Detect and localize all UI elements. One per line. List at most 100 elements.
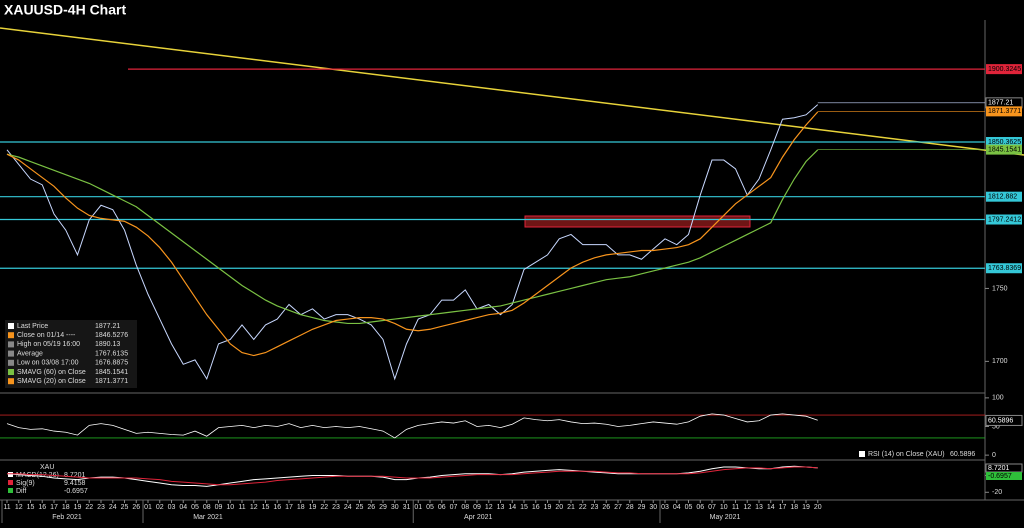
x-tick-label: 05 xyxy=(426,504,434,511)
y-tick-label: 50 xyxy=(992,423,1000,430)
x-tick-label: 06 xyxy=(696,504,704,511)
x-tick-label: 09 xyxy=(473,504,481,511)
legend-swatch xyxy=(8,488,13,493)
x-tick-label: 11 xyxy=(238,504,245,511)
x-tick-label: 05 xyxy=(191,504,199,511)
x-tick-label: 20 xyxy=(814,504,822,511)
legend-swatch xyxy=(8,369,14,375)
x-tick-label: 22 xyxy=(85,504,93,511)
legend-swatch xyxy=(859,451,865,457)
x-tick-label: 26 xyxy=(602,504,610,511)
month-label: May 2021 xyxy=(710,514,741,521)
x-tick-label: 02 xyxy=(156,504,164,511)
y-tick-label: -20 xyxy=(992,489,1002,496)
legend-label: SMAVG (20) on Close xyxy=(17,378,86,385)
value-label: 1871.3771 xyxy=(988,108,1021,115)
series-line xyxy=(6,111,819,357)
legend-value: 1890.13 xyxy=(95,341,120,348)
x-tick-label: 08 xyxy=(461,504,469,511)
rsi-value: 60.5896 xyxy=(950,451,975,458)
legend-label: Close on 01/14 ---- xyxy=(17,332,76,339)
legend-swatch xyxy=(8,472,13,477)
x-tick-label: 16 xyxy=(532,504,540,511)
x-tick-label: 19 xyxy=(802,504,810,511)
x-tick-label: 03 xyxy=(168,504,176,511)
legend-value: 1845.1541 xyxy=(95,369,128,376)
x-tick-label: 14 xyxy=(767,504,775,511)
macd-title: XAU xyxy=(40,464,54,471)
y-tick-label: 1750 xyxy=(992,285,1008,292)
x-tick-label: 18 xyxy=(297,504,305,511)
legend-label: Low on 03/08 17:00 xyxy=(17,360,79,367)
x-tick-label: 08 xyxy=(203,504,211,511)
legend-label: High on 05/19 16:00 xyxy=(17,341,80,348)
y-tick-label: 1700 xyxy=(992,358,1008,365)
y-tick-label: 0 xyxy=(992,452,996,459)
value-label: 60.5896 xyxy=(988,417,1013,424)
value-label-box xyxy=(986,106,1022,117)
month-label: Mar 2021 xyxy=(193,514,223,521)
x-tick-label: 17 xyxy=(50,504,58,511)
legend-box xyxy=(5,320,137,388)
x-tick-label: 12 xyxy=(485,504,493,511)
x-tick-label: 17 xyxy=(285,504,293,511)
macd-legend-value: -0.6957 xyxy=(64,488,88,495)
level-label-box xyxy=(986,64,1022,75)
legend-value: 1871.3771 xyxy=(95,378,128,385)
x-tick-label: 21 xyxy=(567,504,575,511)
x-tick-label: 27 xyxy=(614,504,622,511)
x-tick-label: 01 xyxy=(144,504,152,511)
x-tick-label: 18 xyxy=(790,504,798,511)
legend-value: 1877.21 xyxy=(95,323,120,330)
x-tick-label: 10 xyxy=(720,504,728,511)
macd-legend-label: MACD(12,26) xyxy=(16,472,59,479)
legend-swatch xyxy=(8,480,13,485)
x-tick-label: 11 xyxy=(732,504,739,511)
x-tick-label: 12 xyxy=(250,504,258,511)
legend-swatch xyxy=(8,332,14,339)
x-tick-label: 22 xyxy=(320,504,328,511)
x-tick-label: 17 xyxy=(779,504,787,511)
x-tick-label: 03 xyxy=(661,504,669,511)
value-label: 1845.1541 xyxy=(988,146,1021,153)
x-tick-label: 13 xyxy=(755,504,763,511)
x-tick-label: 15 xyxy=(262,504,270,511)
x-tick-label: 19 xyxy=(309,504,317,511)
x-tick-label: 16 xyxy=(273,504,281,511)
level-label-box xyxy=(986,263,1022,274)
x-tick-label: 30 xyxy=(391,504,399,511)
x-tick-label: 13 xyxy=(497,504,505,511)
legend-swatch xyxy=(8,350,14,357)
rsi-line xyxy=(6,413,818,439)
macd-legend-value: 8.7201 xyxy=(64,472,86,479)
x-tick-label: 10 xyxy=(226,504,234,511)
value-label-box xyxy=(986,472,1022,480)
macd-legend-label: Sig(9) xyxy=(16,480,35,487)
trend-line xyxy=(0,27,1024,156)
x-tick-label: 15 xyxy=(27,504,35,511)
x-tick-label: 28 xyxy=(626,504,634,511)
legend-label: SMAVG (60) on Close xyxy=(17,369,86,376)
chart-title: XAUUSD-4H Chart xyxy=(4,2,126,18)
x-tick-label: 19 xyxy=(544,504,552,511)
level-label: 1900.3245 xyxy=(988,66,1021,73)
x-tick-label: 01 xyxy=(414,504,422,511)
x-tick-label: 26 xyxy=(367,504,375,511)
value-label: 8.7201 xyxy=(988,465,1010,472)
x-tick-label: 19 xyxy=(74,504,82,511)
x-tick-label: 14 xyxy=(508,504,516,511)
macd-legend-label: Diff xyxy=(16,488,26,495)
x-tick-label: 24 xyxy=(344,504,352,511)
x-tick-label: 25 xyxy=(356,504,364,511)
level-label-box xyxy=(986,191,1022,202)
x-tick-label: 22 xyxy=(579,504,587,511)
month-label: Apr 2021 xyxy=(464,514,493,521)
level-label: 1812.882 xyxy=(988,194,1017,201)
series-line xyxy=(6,104,819,381)
legend-swatch xyxy=(8,359,14,366)
x-tick-label: 30 xyxy=(649,504,657,511)
level-label-box xyxy=(986,137,1022,148)
x-tick-label: 24 xyxy=(109,504,117,511)
x-tick-label: 04 xyxy=(673,504,681,511)
